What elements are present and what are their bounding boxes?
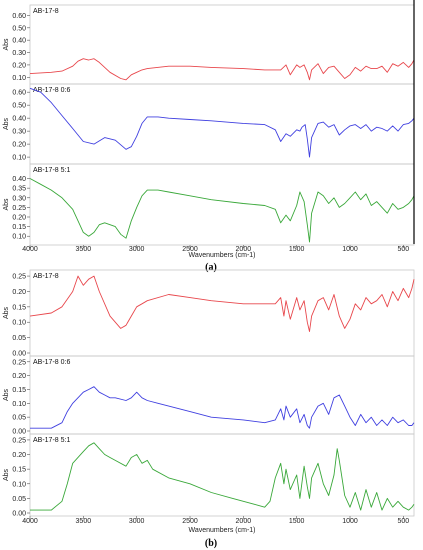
- y-tick-label: 0.05: [12, 335, 26, 342]
- panel-frame: [29, 269, 415, 357]
- spectrum-line-0-1: [29, 87, 415, 158]
- x-tick-label: 4000: [22, 246, 38, 253]
- y-tick-label: 0.10: [12, 401, 26, 408]
- y-tick-label: 0.10: [12, 75, 26, 82]
- y-axis-label: Abs: [3, 306, 10, 319]
- spectrum-line-0-0: [29, 58, 415, 81]
- x-tick-label: 500: [397, 518, 409, 525]
- y-tick-label: 0.10: [12, 481, 26, 488]
- panel-frame: [29, 4, 415, 85]
- panel-frame: [29, 433, 415, 517]
- panel-title: AB-17-8 5:1: [33, 437, 70, 444]
- y-tick-label: 0.00: [12, 429, 26, 436]
- y-axis-label: Abs: [3, 388, 10, 401]
- x-tick-label: 1500: [289, 518, 305, 525]
- y-tick-label: 0.10: [12, 320, 26, 327]
- spectrum-line-1-1: [30, 386, 415, 429]
- panel-title: AB-17-8 5:1: [33, 167, 70, 174]
- panel-title: AB-17-8 0:6: [33, 87, 70, 94]
- y-tick-label: 0.60: [12, 13, 26, 20]
- x-axis-label-a: Wavenumbers (cm-1): [188, 252, 255, 259]
- y-tick-label: 0.20: [12, 452, 26, 459]
- y-tick-label: 0.30: [12, 50, 26, 57]
- y-tick-label: 0.05: [12, 415, 26, 422]
- x-tick-label: 2000: [236, 518, 252, 525]
- x-tick-label: 1000: [342, 518, 358, 525]
- caption-b: (b): [205, 538, 217, 549]
- y-tick-label: 0.40: [12, 116, 26, 123]
- x-tick-label: 4000: [22, 518, 38, 525]
- caption-a: (a): [205, 262, 217, 273]
- y-tick-label: 0.30: [12, 129, 26, 136]
- x-tick-label: 3500: [76, 518, 92, 525]
- panel-title: AB-17-8 0:6: [33, 359, 70, 366]
- x-tick-label: 2500: [182, 518, 198, 525]
- y-tick-label: 0.30: [12, 195, 26, 202]
- y-tick-label: 0.15: [12, 387, 26, 394]
- y-tick-label: 0.50: [12, 25, 26, 32]
- spectrum-line-0-2: [29, 178, 415, 243]
- x-tick-label: 1500: [289, 246, 305, 253]
- y-tick-label: 0.20: [12, 289, 26, 296]
- y-tick-label: 0.05: [12, 496, 26, 503]
- x-tick-label: 3500: [76, 246, 92, 253]
- y-axis-label: Abs: [3, 468, 10, 481]
- y-axis-label: Abs: [3, 117, 10, 130]
- y-tick-label: 0.40: [12, 176, 26, 183]
- y-tick-label: 0.20: [12, 215, 26, 222]
- y-tick-label: 0.20: [12, 142, 26, 149]
- x-tick-label: 3000: [129, 518, 145, 525]
- y-tick-label: 0.00: [12, 351, 26, 358]
- y-axis-label: Abs: [3, 198, 10, 211]
- panel-title: AB-17-8: [33, 273, 59, 280]
- y-tick-label: 0.25: [12, 359, 26, 366]
- panel-frame: [29, 163, 415, 246]
- y-tick-label: 0.15: [12, 304, 26, 311]
- y-axis-label: Abs: [3, 38, 10, 51]
- y-tick-label: 0.00: [12, 511, 26, 518]
- y-tick-label: 0.20: [12, 62, 26, 69]
- panel-title: AB-17-8: [33, 8, 59, 15]
- y-tick-label: 0.25: [12, 274, 26, 281]
- y-tick-label: 0.10: [12, 234, 26, 241]
- y-tick-label: 0.25: [12, 205, 26, 212]
- y-tick-label: 0.10: [12, 155, 26, 162]
- x-tick-label: 2000: [236, 246, 252, 253]
- y-tick-label: 0.25: [12, 437, 26, 444]
- x-tick-label: 2500: [182, 246, 198, 253]
- x-tick-label: 3000: [129, 246, 145, 253]
- panel-frame: [29, 83, 415, 165]
- y-tick-label: 0.60: [12, 90, 26, 97]
- x-axis-label-b: Wavenumbers (cm-1): [188, 527, 255, 534]
- spectrum-line-1-0: [29, 275, 415, 332]
- spectrum-line-1-2: [30, 442, 415, 511]
- y-tick-label: 0.35: [12, 186, 26, 193]
- x-tick-label: 500: [397, 246, 409, 253]
- y-tick-label: 0.20: [12, 373, 26, 380]
- y-tick-label: 0.50: [12, 103, 26, 110]
- y-tick-label: 0.15: [12, 224, 26, 231]
- x-tick-label: 1000: [342, 246, 358, 253]
- y-tick-label: 0.40: [12, 38, 26, 45]
- y-tick-label: 0.15: [12, 467, 26, 474]
